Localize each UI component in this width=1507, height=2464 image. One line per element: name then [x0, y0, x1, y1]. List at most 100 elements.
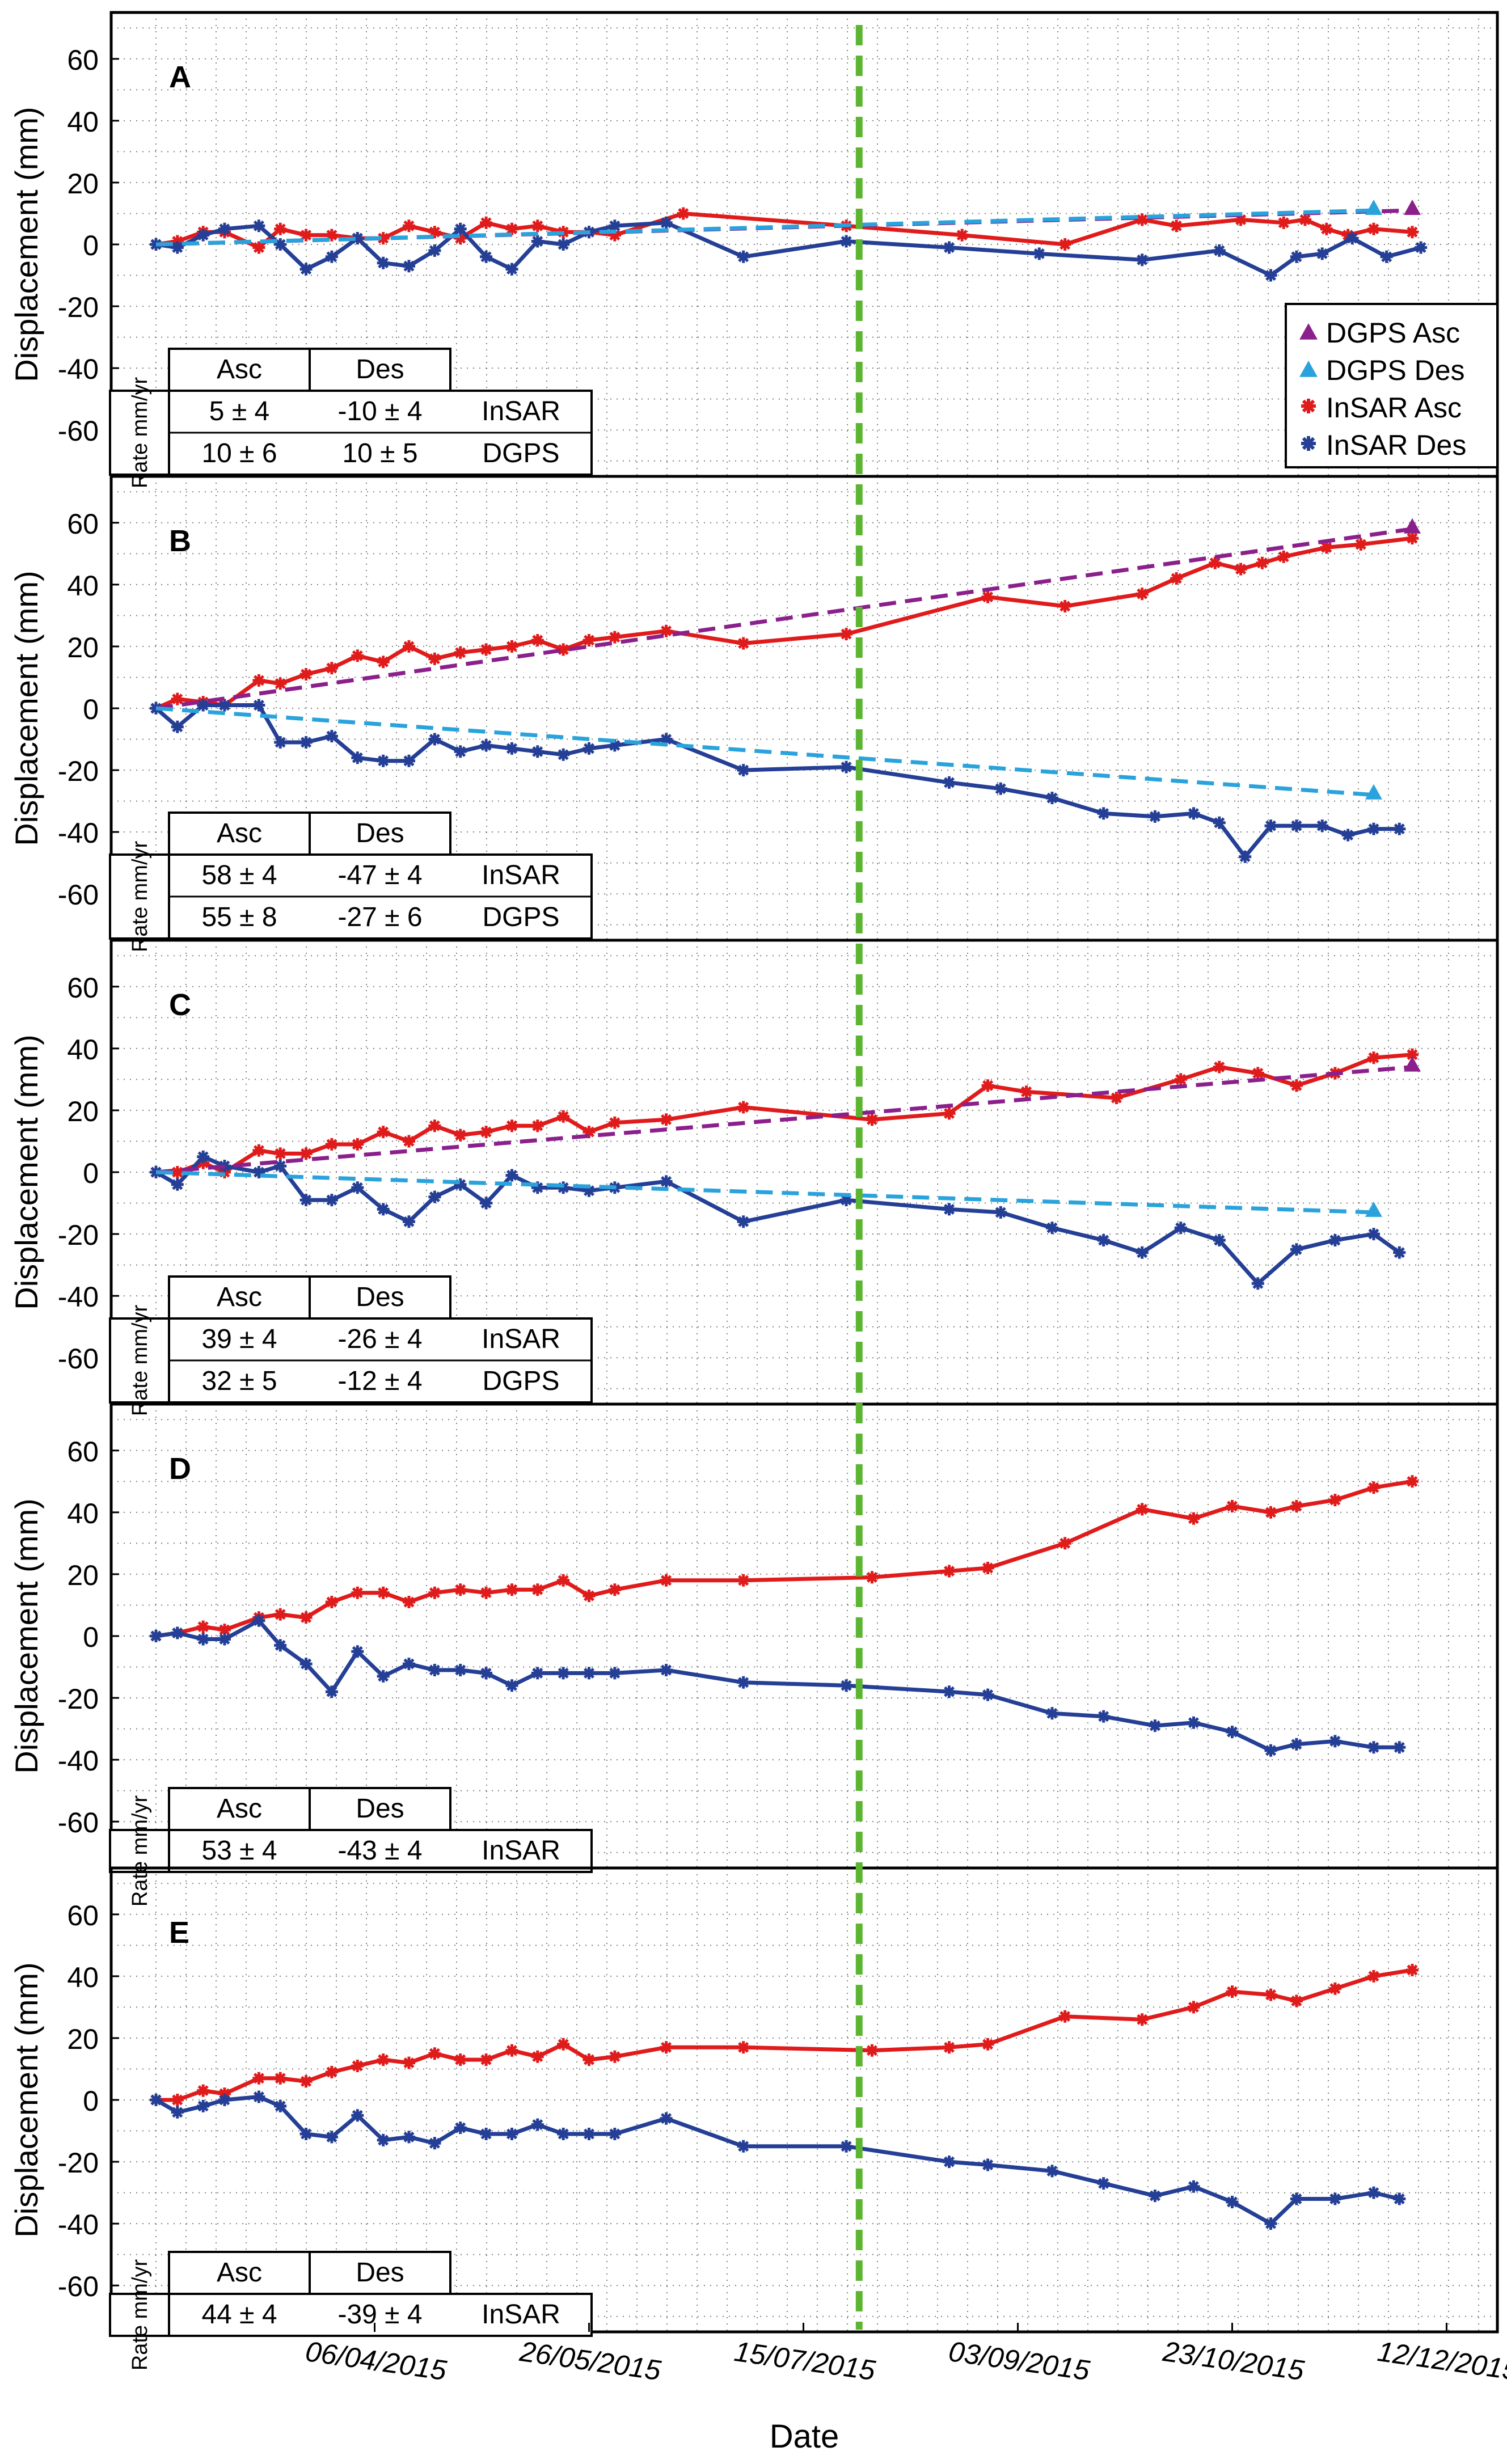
series-line	[155, 706, 1374, 797]
table-body-box	[109, 2293, 593, 2337]
data-point	[582, 2053, 596, 2066]
data-point	[377, 656, 390, 669]
table-header-asc: Asc	[217, 2258, 262, 2288]
data-point	[1046, 1707, 1058, 1720]
data-point	[377, 256, 390, 269]
data-point	[608, 1667, 621, 1680]
data-point	[608, 219, 621, 233]
data-point	[840, 628, 853, 641]
data-point	[1058, 600, 1071, 612]
data-point	[1256, 556, 1269, 569]
data-point	[505, 742, 518, 755]
rate-table: Asc Des Rate mm/yr 44 ± 4 -39 ± 4 InSAR	[109, 2251, 593, 2370]
data-point	[608, 631, 621, 644]
data-point	[840, 2140, 853, 2153]
data-point	[197, 1150, 210, 1163]
table-cell-des: -39 ± 4	[337, 2300, 422, 2330]
data-point	[1406, 1964, 1419, 1976]
table-cell-des: -43 ± 4	[337, 1836, 422, 1866]
data-point	[1380, 250, 1393, 263]
data-point	[1135, 253, 1149, 267]
y-tick-label: 20	[67, 1096, 99, 1127]
data-point	[351, 1181, 364, 1194]
table-cell-asc: 5 ± 4	[209, 396, 269, 426]
table-header-des: Des	[356, 818, 404, 848]
table-cell-source: InSAR	[482, 396, 560, 426]
y-axis-label: Displacement (mm)	[9, 1962, 44, 2237]
table-side-label: Rate mm/yr	[128, 840, 152, 952]
series-insar-asc	[150, 1475, 1419, 1642]
data-point	[274, 222, 287, 235]
y-tick-label: -20	[58, 1683, 99, 1715]
y-tick-label: 0	[83, 694, 99, 725]
data-point	[505, 1119, 518, 1132]
legend-item: DGPS Asc	[1299, 317, 1460, 349]
data-point	[981, 590, 994, 603]
data-point	[197, 2099, 210, 2112]
data-point	[377, 1126, 390, 1139]
data-point	[299, 229, 313, 242]
data-point	[218, 1624, 231, 1637]
panel-a: 60 40 20 0 -20 -40 -60 Displacement (mm) A Asc Des…	[9, 11, 1499, 488]
data-point	[454, 2053, 467, 2066]
data-point	[557, 1181, 570, 1194]
data-point	[377, 1203, 390, 1216]
data-point	[171, 1178, 184, 1191]
table-cell-source: InSAR	[482, 1324, 560, 1354]
y-axis-label: Displacement (mm)	[9, 107, 44, 382]
data-point	[1234, 213, 1247, 226]
data-point	[351, 649, 364, 662]
data-point	[840, 1194, 853, 1207]
series-line	[155, 212, 1413, 250]
y-tick-label: -20	[58, 755, 99, 787]
data-point	[480, 1667, 493, 1680]
y-tick-label: -40	[58, 817, 99, 849]
data-point	[943, 1107, 956, 1120]
y-axis-label: Displacement (mm)	[9, 570, 44, 846]
data-point	[299, 1194, 313, 1207]
data-point	[531, 745, 544, 758]
y-tick-label: 0	[83, 1621, 99, 1653]
data-point	[1320, 541, 1333, 554]
data-point	[943, 1565, 956, 1578]
table-header-des: Des	[356, 2258, 404, 2288]
data-point	[1290, 1079, 1303, 1092]
data-point	[428, 2047, 441, 2060]
data-point	[403, 640, 415, 653]
data-point	[403, 754, 415, 767]
table-cell-asc: 10 ± 6	[201, 438, 277, 468]
data-point	[1264, 269, 1277, 282]
data-point	[1404, 1056, 1421, 1072]
data-point	[1290, 1994, 1303, 2007]
data-point	[1393, 2192, 1406, 2205]
data-point	[582, 2128, 596, 2140]
data-point	[454, 1129, 467, 1142]
data-point	[274, 1639, 287, 1652]
data-point	[1367, 1481, 1380, 1494]
data-point	[1097, 1234, 1110, 1246]
data-point	[505, 263, 518, 276]
data-point	[531, 1583, 544, 1596]
data-point	[274, 2099, 287, 2112]
data-point	[840, 760, 853, 774]
data-point	[866, 2044, 879, 2057]
series-line	[156, 1968, 1413, 2102]
data-point	[480, 1197, 493, 1210]
data-point	[218, 2094, 231, 2106]
y-tick-label: 40	[67, 1034, 99, 1066]
y-tick-label: 20	[67, 1559, 99, 1591]
data-point	[428, 226, 441, 239]
data-point	[582, 1126, 596, 1139]
data-point	[660, 2112, 673, 2125]
data-point	[377, 1670, 390, 1683]
data-point	[557, 1110, 570, 1123]
data-point	[1290, 1738, 1303, 1751]
table-cell-des: -27 ± 6	[337, 902, 422, 932]
data-point	[1406, 1048, 1419, 1061]
table-cell-des: -12 ± 4	[337, 1366, 422, 1396]
data-point	[531, 1667, 544, 1680]
data-point	[1264, 1988, 1277, 2001]
data-point	[1187, 1512, 1200, 1525]
data-point	[428, 1119, 441, 1132]
data-point	[994, 1206, 1007, 1219]
